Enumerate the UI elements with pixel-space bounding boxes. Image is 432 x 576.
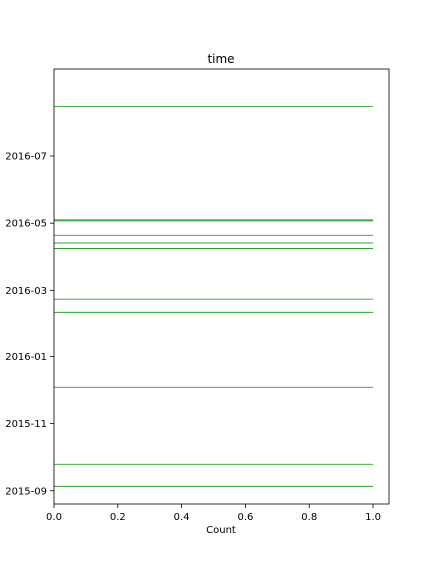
y-tick-label: 2016-05 [5, 219, 47, 230]
chart-title: time [207, 52, 234, 66]
x-tick-label: 0.4 [174, 512, 190, 523]
x-tick-label: 0.0 [46, 512, 62, 523]
y-tick-label: 2016-03 [5, 286, 47, 297]
x-tick-label: 0.6 [237, 512, 253, 523]
x-tick-label: 0.8 [301, 512, 317, 523]
y-axis-ticks: 2015-09 2015-11 2016-01 2016-03 2016-05 2016-… [5, 152, 54, 497]
y-tick-label: 2015-11 [5, 419, 47, 430]
x-axis-ticks: 0.0 0.2 0.4 0.6 0.8 1.0 [46, 504, 381, 523]
y-tick-label: 2016-07 [5, 152, 47, 163]
y-tick-label: 2016-01 [5, 352, 47, 363]
x-axis-label: Count [206, 525, 236, 536]
y-tick-label: 2015-09 [5, 486, 47, 497]
data-lines [54, 105, 374, 487]
x-tick-label: 0.2 [110, 512, 126, 523]
x-tick-label: 1.0 [365, 512, 381, 523]
plot-frame [53, 68, 390, 505]
